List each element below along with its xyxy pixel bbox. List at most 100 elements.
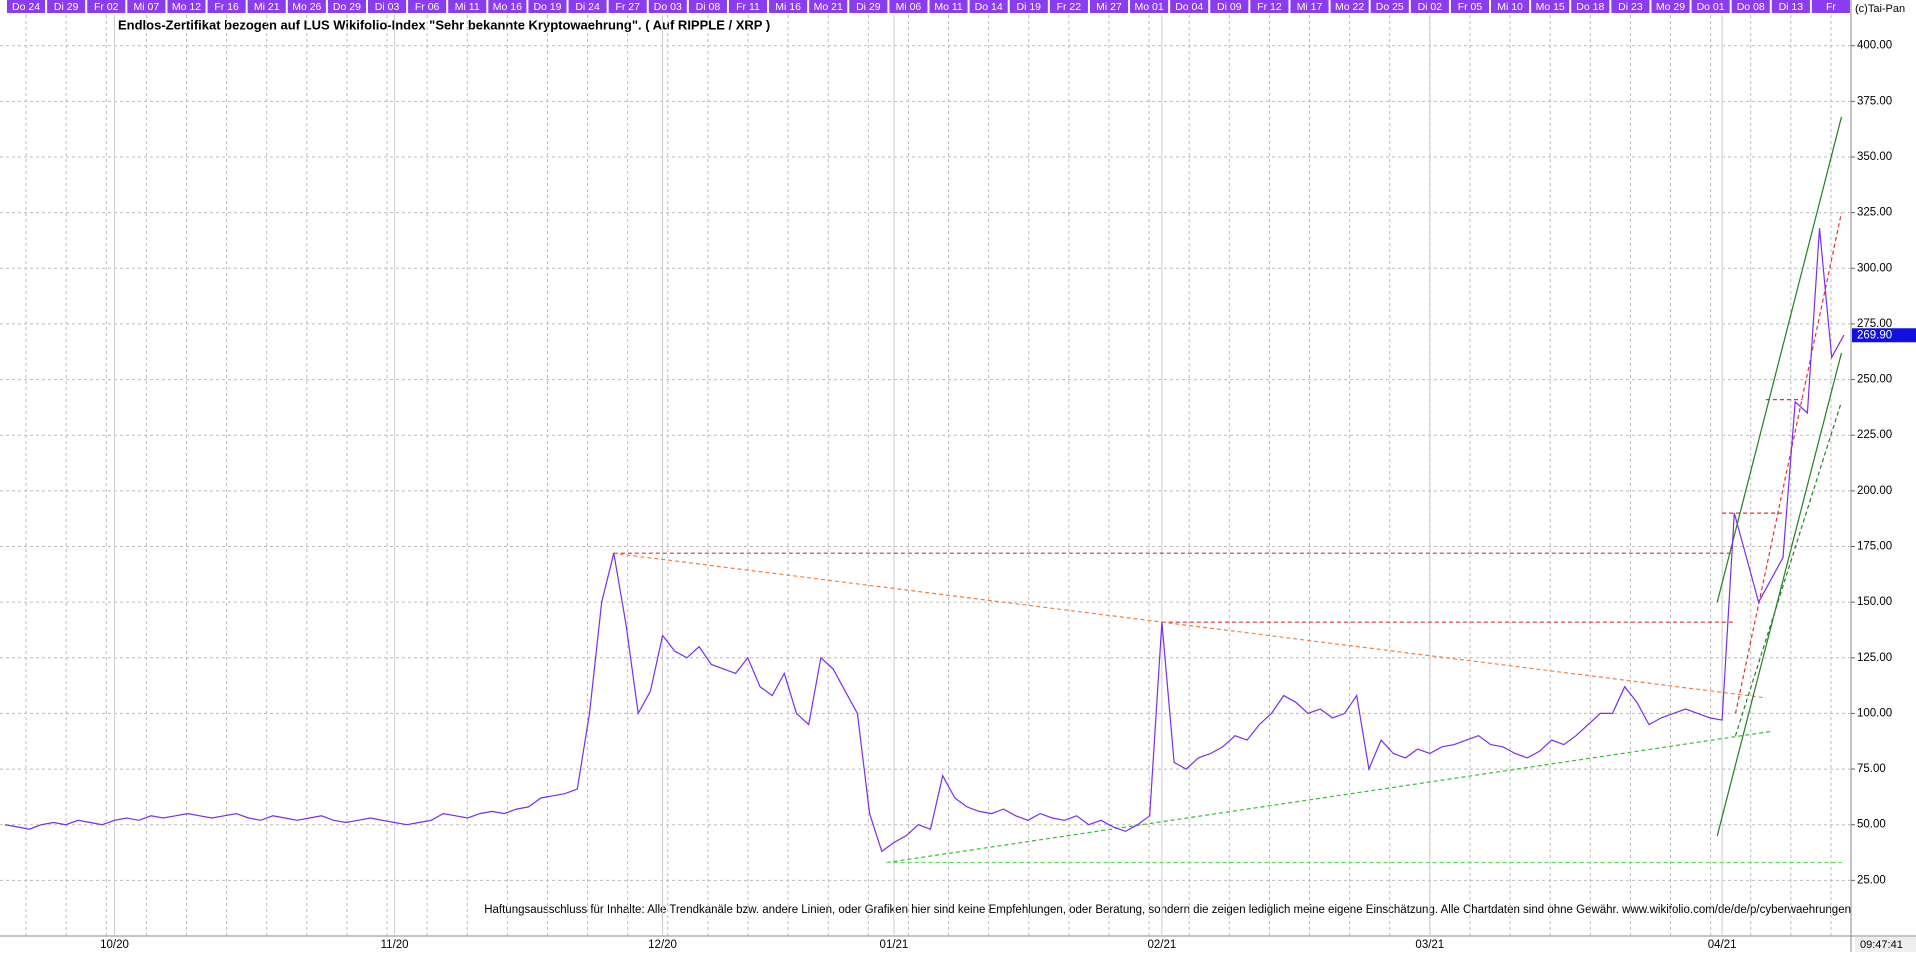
x-tick-label: 03/21 xyxy=(1415,939,1444,951)
date-label: Mi 11 xyxy=(455,1,480,13)
date-label: Fr 11 xyxy=(736,1,760,13)
date-label-box xyxy=(488,0,527,13)
date-label-box xyxy=(1290,0,1329,13)
date-label: Mi 07 xyxy=(134,1,160,13)
trend-line xyxy=(612,552,1767,699)
date-label: Do 29 xyxy=(333,1,361,13)
date-label: Mo 11 xyxy=(934,1,963,13)
date-label-box xyxy=(1370,0,1409,13)
date-label-box xyxy=(127,0,166,13)
date-label: Mo 21 xyxy=(814,1,843,13)
date-label: Do 01 xyxy=(1697,1,1725,13)
price-line xyxy=(4,228,1845,853)
date-label-box xyxy=(408,0,447,13)
date-label-box xyxy=(608,0,647,13)
date-label: Di 08 xyxy=(696,1,721,13)
y-tick-label: 100.00 xyxy=(1857,707,1892,719)
date-label: Mo 01 xyxy=(1135,1,1164,13)
y-tick-label: 375.00 xyxy=(1857,95,1892,107)
y-tick-label: 325.00 xyxy=(1857,207,1892,219)
date-label: Di 29 xyxy=(856,1,881,13)
date-label: Di 19 xyxy=(1017,1,1042,13)
date-label-box xyxy=(688,0,727,13)
date-label: Di 24 xyxy=(575,1,600,13)
date-label: Do 25 xyxy=(1376,1,1404,13)
date-label: Mo 26 xyxy=(292,1,321,13)
date-label: Mi 06 xyxy=(896,1,922,13)
date-label: Mo 12 xyxy=(172,1,201,13)
date-label-box xyxy=(528,0,567,13)
date-label-box xyxy=(809,0,848,13)
date-label: Mi 21 xyxy=(254,1,280,13)
x-tick-label: 12/20 xyxy=(648,939,677,951)
date-label: Di 03 xyxy=(375,1,400,13)
date-label: Mi 10 xyxy=(1497,1,1523,13)
date-label: Do 04 xyxy=(1175,1,1203,13)
y-tick-label: 50.00 xyxy=(1857,819,1886,831)
date-label-box xyxy=(568,0,607,13)
date-label: Di 09 xyxy=(1217,1,1242,13)
y-tick-label: 400.00 xyxy=(1857,40,1892,52)
date-label: Fr 12 xyxy=(1257,1,1282,13)
y-tick-label: 225.00 xyxy=(1857,429,1892,441)
date-label-box xyxy=(1571,0,1610,13)
date-label-box xyxy=(327,0,366,13)
date-label-box xyxy=(929,0,968,13)
date-label-box xyxy=(287,0,326,13)
date-label: Mi 16 xyxy=(775,1,801,13)
x-tick-label: 02/21 xyxy=(1147,939,1176,951)
date-label: Fr 02 xyxy=(94,1,119,13)
trend-line xyxy=(1716,116,1843,603)
x-tick-label: 11/20 xyxy=(381,939,409,951)
date-label-box xyxy=(969,0,1008,13)
trend-line xyxy=(1734,212,1843,714)
disclaimer: Haftungsausschluss für Inhalte: Alle Tre… xyxy=(484,904,1851,916)
y-tick-label: 275.00 xyxy=(1857,318,1892,330)
date-label-box xyxy=(1611,0,1650,13)
time-box xyxy=(1855,937,1916,952)
date-label-box xyxy=(247,0,286,13)
date-label-box xyxy=(207,0,246,13)
date-label: Mo 16 xyxy=(493,1,522,13)
last-price-box xyxy=(1852,328,1916,343)
date-label-box xyxy=(1771,0,1810,13)
date-label-box xyxy=(167,0,206,13)
date-label-box xyxy=(1170,0,1209,13)
date-label: Fr 05 xyxy=(1458,1,1483,13)
date-label-box xyxy=(1130,0,1169,13)
chart-title: Endlos-Zertifikat bezogen auf LUS Wikifo… xyxy=(118,17,770,32)
date-label: Do 14 xyxy=(975,1,1003,13)
date-label: Do 03 xyxy=(654,1,682,13)
date-label-box xyxy=(1009,0,1048,13)
date-label: Mo 29 xyxy=(1656,1,1685,13)
date-label: Fr 22 xyxy=(1057,1,1082,13)
date-label-box xyxy=(1731,0,1770,13)
date-label-box xyxy=(1049,0,1088,13)
date-label: Do 08 xyxy=(1737,1,1765,13)
y-tick-label: 300.00 xyxy=(1857,262,1892,274)
x-tick-label: 10/20 xyxy=(100,939,129,951)
date-label-box xyxy=(47,0,86,13)
copyright: (c)Tai-Pan xyxy=(1855,3,1905,15)
date-label-box xyxy=(1491,0,1530,13)
date-label-box xyxy=(1410,0,1449,13)
date-label: Do 19 xyxy=(533,1,561,13)
date-label-box xyxy=(769,0,808,13)
y-tick-label: 125.00 xyxy=(1857,652,1892,664)
time: 09:47:41 xyxy=(1860,939,1903,951)
date-label-box xyxy=(1691,0,1730,13)
date-label: Di 23 xyxy=(1618,1,1643,13)
date-label-box xyxy=(1531,0,1570,13)
date-label-box xyxy=(7,0,46,13)
trend-line xyxy=(886,730,1773,864)
date-label-box xyxy=(367,0,407,13)
trend-line xyxy=(1716,352,1843,836)
x-tick-label: 01/21 xyxy=(880,939,909,951)
date-label: Mi 27 xyxy=(1096,1,1122,13)
date-label-box xyxy=(849,0,888,13)
y-tick-label: 150.00 xyxy=(1857,596,1892,608)
y-tick-label: 175.00 xyxy=(1857,541,1892,553)
date-label: Do 18 xyxy=(1576,1,1604,13)
